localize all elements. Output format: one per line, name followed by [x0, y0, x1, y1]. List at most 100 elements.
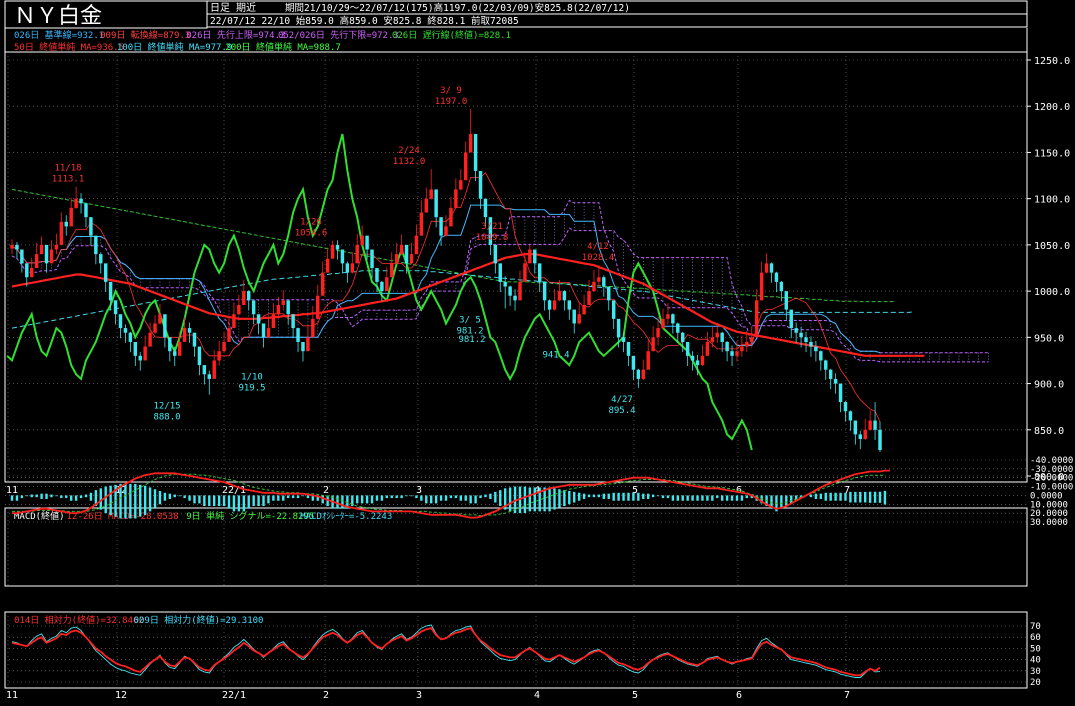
- candle-body: [809, 341, 813, 347]
- candle-body: [848, 411, 853, 421]
- ma50-line: [11, 253, 925, 357]
- macd-histogram-bar: [676, 495, 679, 501]
- macd-histogram-bar: [222, 495, 226, 507]
- macd-histogram-bar: [720, 495, 724, 501]
- annotation-date: 1/26: [300, 218, 322, 228]
- macd-histogram-bar: [247, 495, 250, 509]
- macd-histogram-bar: [829, 492, 832, 501]
- macd-histogram-bar: [360, 495, 364, 504]
- macd-histogram-bar: [745, 495, 749, 499]
- macd-signal-line: [12, 473, 885, 517]
- macd-histogram-bar: [237, 495, 241, 512]
- candle-body: [868, 420, 872, 430]
- macd-histogram-bar: [790, 495, 793, 504]
- y-tick-label: -30.0000: [1030, 465, 1073, 475]
- macd-histogram-bar: [262, 495, 265, 507]
- candle-body: [25, 263, 29, 278]
- candle-body: [84, 203, 88, 218]
- y-tick-label: 70: [1030, 622, 1041, 632]
- macd-histogram-bar: [528, 487, 532, 512]
- candle-body: [745, 341, 749, 347]
- macd-histogram-bar: [553, 488, 556, 510]
- y-tick-label: 0.0000: [1030, 491, 1063, 501]
- candle-body: [552, 300, 557, 310]
- macd-histogram-bar: [257, 495, 260, 507]
- candle-body: [242, 291, 246, 305]
- macd-histogram-bar: [592, 494, 596, 498]
- candle-body: [89, 217, 93, 236]
- macd-histogram-bar: [198, 495, 201, 504]
- y-tick-label: 950.0: [1034, 333, 1064, 344]
- candle-body: [873, 420, 877, 430]
- candle-body: [197, 346, 202, 366]
- y-tick-label: -10.0000: [1030, 483, 1073, 493]
- macd-histogram-bar: [208, 495, 211, 507]
- candle-body: [301, 341, 305, 352]
- candle-body: [128, 332, 133, 342]
- candle-body: [459, 180, 463, 190]
- macd-histogram-bar: [573, 491, 576, 503]
- x-tick-label: 6: [736, 690, 742, 701]
- macd-histogram-bar: [499, 490, 502, 507]
- macd-histogram-bar: [242, 495, 245, 512]
- macd-histogram-bar: [84, 494, 88, 498]
- macd-histogram-bar: [30, 494, 33, 498]
- candle-body: [631, 355, 636, 370]
- macd-histogram-bar: [400, 495, 403, 499]
- macd-histogram-bar: [503, 488, 507, 510]
- macd-histogram-bar: [217, 495, 221, 507]
- candle-body: [409, 254, 414, 264]
- macd-histogram-bar: [780, 495, 783, 509]
- macd-histogram-bar: [484, 494, 487, 498]
- candle-body: [99, 254, 103, 264]
- candle-body: [705, 341, 710, 356]
- candle-body: [528, 249, 532, 264]
- macd-histogram-bar: [809, 494, 813, 498]
- candle-body: [690, 355, 695, 361]
- macd-histogram-bar: [380, 495, 384, 501]
- candle-body: [735, 351, 739, 356]
- macd-histogram-bar: [612, 492, 615, 501]
- y-tick-label: 20.0000: [1030, 509, 1068, 519]
- candle-body: [44, 244, 49, 264]
- macd-histogram-bar: [25, 495, 28, 497]
- candle-body: [488, 217, 493, 245]
- candle-body: [64, 221, 68, 227]
- legend-item: 014日 相対力(終値)=32.8462: [14, 614, 144, 626]
- candle-body: [833, 378, 838, 384]
- candle-body: [276, 304, 281, 315]
- candle-body: [513, 295, 517, 301]
- macd-histogram-bar: [109, 485, 112, 515]
- macd-histogram-bar: [844, 492, 847, 501]
- candle-body: [562, 291, 567, 301]
- macd-series: [10, 469, 890, 519]
- annotation-value: 1197.0: [435, 97, 468, 107]
- candle-body: [769, 263, 774, 273]
- candle-body: [163, 314, 167, 338]
- candle-body: [424, 198, 428, 213]
- y-tick-label: 1100.0: [1034, 195, 1070, 206]
- ma200-line: [11, 188, 895, 303]
- candle-body: [858, 434, 862, 440]
- x-tick-label: 7: [844, 690, 850, 701]
- macd-histogram-bar: [735, 495, 739, 501]
- candle-body: [503, 281, 507, 287]
- candle-body: [676, 323, 680, 333]
- candle-body: [207, 374, 211, 379]
- macd-histogram-bar: [538, 487, 541, 512]
- period-info: 期間21/10/29～22/07/12(175)高1197.0(22/03/09…: [285, 2, 630, 14]
- macd-histogram-bar: [597, 494, 601, 498]
- macd-histogram-bar: [129, 483, 132, 519]
- macd-histogram-bar: [548, 487, 551, 512]
- macd-histogram-bar: [79, 495, 83, 499]
- macd-histogram-bar: [316, 495, 319, 501]
- candle-body: [177, 341, 182, 356]
- candle-body: [789, 309, 793, 329]
- macd-histogram-bar: [794, 495, 798, 501]
- y-tick-label: 1050.0: [1034, 241, 1070, 252]
- macd-histogram-bar: [868, 491, 872, 503]
- candle-body: [148, 332, 152, 347]
- macd-histogram-bar: [341, 495, 344, 509]
